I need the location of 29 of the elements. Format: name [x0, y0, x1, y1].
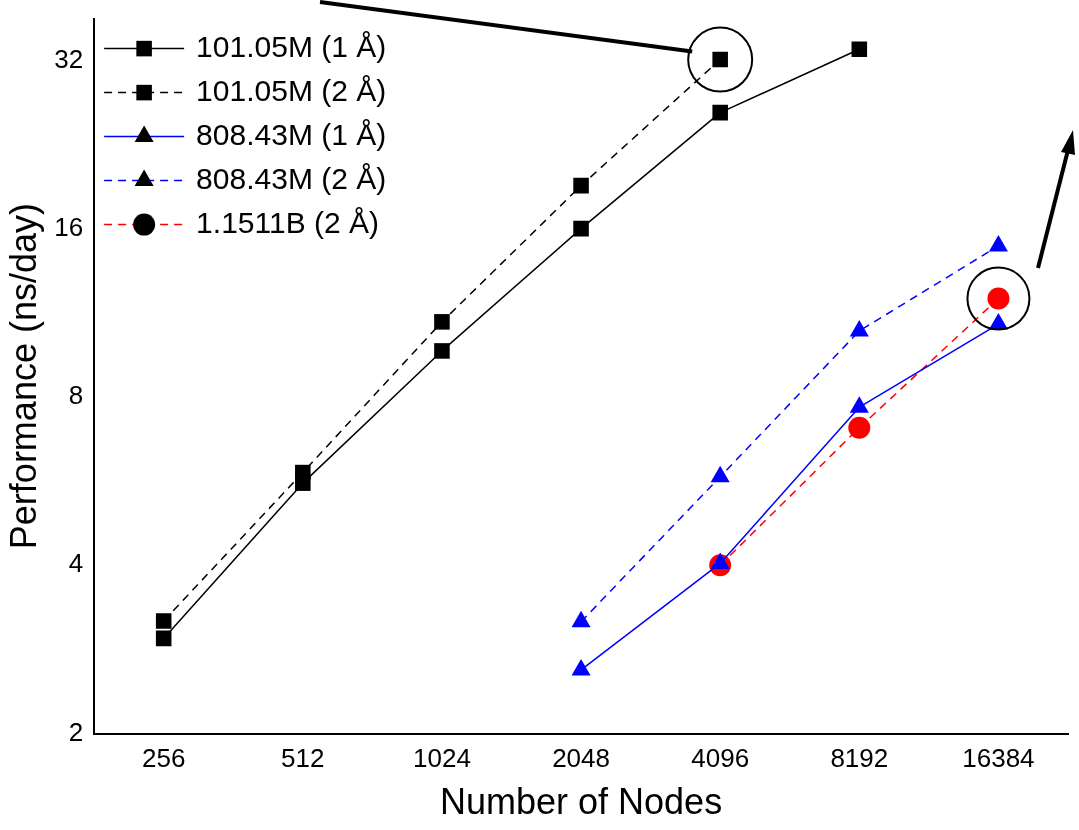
legend-label: 808.43M (2 Å) — [196, 161, 387, 195]
point — [851, 41, 868, 57]
y-tick-label: 16 — [54, 211, 84, 242]
point — [155, 613, 172, 629]
legend-label: 808.43M (1 Å) — [196, 117, 387, 151]
point — [155, 630, 172, 647]
y-tick-label: 32 — [54, 43, 84, 74]
point — [295, 475, 311, 491]
x-tick-label: 256 — [141, 743, 186, 774]
point — [434, 314, 450, 330]
point — [573, 220, 589, 237]
x-axis-title: Number of Nodes — [439, 781, 723, 823]
point — [712, 104, 728, 121]
y-tick-label: 8 — [68, 380, 84, 411]
y-tick-label: 4 — [68, 548, 84, 579]
x-tick-label: 2048 — [552, 743, 610, 774]
x-tick-label: 16384 — [962, 743, 1035, 774]
x-tick-label: 512 — [281, 743, 325, 774]
x-tick-label: 8192 — [830, 743, 889, 774]
y-tick-label: 2 — [68, 716, 84, 747]
legend-label: 1.1511B (2 Å) — [196, 205, 380, 239]
legend-label: 101.05M (1 Å) — [196, 29, 387, 63]
x-tick-label: 4096 — [691, 743, 750, 774]
point — [848, 416, 871, 439]
y-axis-title: Performance (ns/day) — [2, 203, 44, 550]
x-tick-label: 1024 — [413, 743, 471, 774]
legend-label: 101.05M (2 Å) — [196, 73, 387, 107]
point — [434, 343, 450, 359]
point — [573, 177, 589, 194]
